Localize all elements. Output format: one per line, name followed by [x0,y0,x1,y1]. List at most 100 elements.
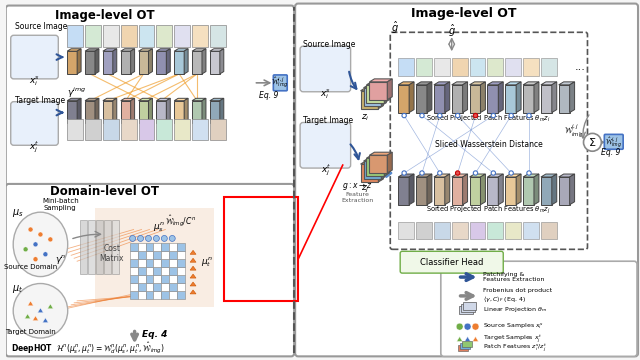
Bar [95,208,214,307]
Polygon shape [174,51,184,74]
Polygon shape [367,85,385,103]
FancyBboxPatch shape [273,75,287,91]
Bar [177,251,185,259]
Polygon shape [113,49,116,74]
Bar [145,243,154,251]
Polygon shape [174,49,188,51]
Bar [210,25,226,47]
Bar [161,291,170,299]
Polygon shape [202,98,206,123]
Polygon shape [210,49,224,51]
Polygon shape [378,161,383,182]
Polygon shape [409,82,414,113]
Bar [154,243,161,251]
Text: $x_j^t$: $x_j^t$ [29,139,40,155]
Bar [192,25,208,47]
Polygon shape [534,82,539,113]
Polygon shape [559,177,570,205]
Text: Domain-level OT: Domain-level OT [51,185,159,198]
Polygon shape [452,174,468,177]
Bar [130,251,138,259]
Bar [170,251,177,259]
Text: Source Domain: Source Domain [4,264,57,270]
Circle shape [33,242,38,247]
Bar [177,259,185,267]
Text: $\hat{\mathcal{W}}^{i,j}_{img}$: $\hat{\mathcal{W}}^{i,j}_{img}$ [605,135,621,150]
Bar [170,275,177,283]
Polygon shape [85,98,99,101]
Bar [161,243,170,251]
Text: Source Image: Source Image [303,40,355,49]
Circle shape [509,113,513,118]
Bar [130,291,138,299]
Polygon shape [434,174,450,177]
Circle shape [456,113,460,118]
Bar [156,25,172,47]
Circle shape [402,113,406,118]
Bar [452,222,468,239]
Polygon shape [570,174,575,205]
Text: Sorted Projected Patch Features $\theta_m z_j$: Sorted Projected Patch Features $\theta_… [426,205,550,216]
Circle shape [474,113,477,118]
Circle shape [527,113,531,118]
Polygon shape [398,82,414,85]
Text: $\mathbf{DeepHOT}$  $\mathcal{H}^n(\mu_s^n, \mu_t^n) = \mathcal{W}_d^n(\mu_s^n, : $\mathbf{DeepHOT}$ $\mathcal{H}^n(\mu_s^… [11,341,164,356]
Polygon shape [387,79,392,100]
Text: $x_i^s$: $x_i^s$ [29,74,40,87]
Bar [177,283,185,291]
Polygon shape [367,155,389,158]
Polygon shape [103,101,113,123]
Bar [505,58,521,76]
Bar [174,25,190,47]
FancyBboxPatch shape [11,102,58,145]
Polygon shape [559,174,575,177]
Bar [210,118,226,140]
Bar [470,58,485,76]
Polygon shape [192,51,202,74]
Bar [130,283,138,291]
Bar [85,118,101,140]
FancyBboxPatch shape [6,184,294,356]
Polygon shape [121,98,134,101]
Text: Source Image: Source Image [15,22,67,31]
Polygon shape [85,49,99,51]
Circle shape [474,171,477,175]
Polygon shape [445,174,450,205]
Polygon shape [95,98,99,123]
Polygon shape [470,177,481,205]
Polygon shape [516,174,521,205]
Bar [170,243,177,251]
Polygon shape [28,301,33,306]
Circle shape [154,235,159,242]
Polygon shape [505,174,521,177]
Polygon shape [416,82,432,85]
FancyBboxPatch shape [295,4,638,356]
Polygon shape [481,82,485,113]
Text: $z_j$: $z_j$ [361,184,370,195]
Polygon shape [360,91,378,109]
Polygon shape [499,82,503,113]
Polygon shape [166,49,170,74]
Bar [139,118,154,140]
Text: Target Image: Target Image [303,116,353,125]
Bar [67,118,83,140]
FancyBboxPatch shape [300,46,351,92]
Text: Mini-batch
Sampling: Mini-batch Sampling [42,198,79,211]
Polygon shape [220,98,224,123]
Bar [154,283,161,291]
Polygon shape [85,101,95,123]
Bar [104,220,111,274]
Bar [177,291,185,299]
Polygon shape [121,49,134,51]
Polygon shape [463,174,468,205]
Text: $\mu_s^n$: $\mu_s^n$ [154,221,165,234]
Polygon shape [387,152,392,173]
Bar [458,346,468,351]
Circle shape [145,235,152,242]
Bar [154,291,161,299]
Bar [177,267,185,275]
Text: Cost
Matrix: Cost Matrix [100,244,124,263]
Polygon shape [220,49,224,74]
Polygon shape [210,101,220,123]
Polygon shape [210,98,224,101]
